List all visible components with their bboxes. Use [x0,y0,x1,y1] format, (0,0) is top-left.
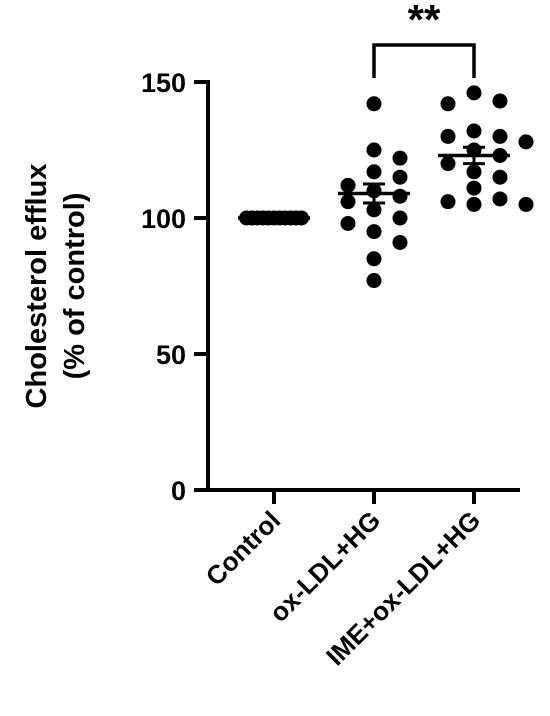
data-point [366,96,382,112]
data-point [440,128,456,144]
significance-annotation: ** [372,0,476,78]
data-point [392,188,408,204]
data-points [239,85,534,289]
data-point [466,123,482,139]
data-point [392,169,408,185]
y-tick-label: 50 [156,340,186,370]
data-point [366,142,382,158]
y-tick-label: 100 [141,204,186,234]
data-point [518,196,534,212]
y-tick-label: 0 [171,476,186,506]
data-point [366,164,382,180]
data-point [392,210,408,226]
y-ticks: 0 50 100 150 [141,68,208,506]
data-point [440,194,456,210]
data-point [366,251,382,267]
data-point [366,224,382,240]
significance-bracket [372,43,476,78]
data-point [440,156,456,172]
data-point [340,177,356,193]
data-point [466,164,482,180]
data-point [466,85,482,101]
data-point [518,134,534,150]
data-point [466,180,482,196]
y-axis-title: Cholesterol efflux (% of control) [21,164,91,409]
mean-sem-bars [238,145,510,220]
data-point [440,96,456,112]
data-point [492,169,508,185]
data-point [492,93,508,109]
x-category-label: Control [200,505,287,592]
data-point [392,234,408,250]
y-tick-label: 150 [141,68,186,98]
data-point [492,191,508,207]
significance-label: ** [408,0,441,43]
data-point [340,194,356,210]
data-point [366,202,382,218]
data-point [392,150,408,166]
axes [206,80,520,492]
y-axis-title-line2: (% of control) [59,193,91,380]
data-point [340,215,356,231]
y-axis-title-line1: Cholesterol efflux [21,164,53,409]
data-point [466,196,482,212]
data-point [492,128,508,144]
data-point [366,273,382,289]
